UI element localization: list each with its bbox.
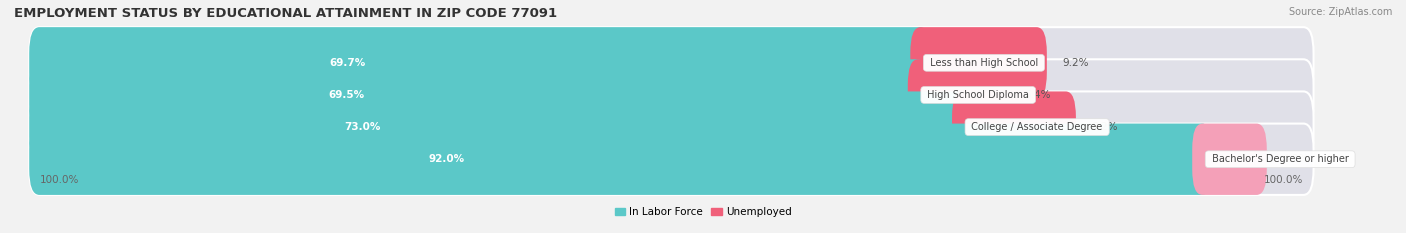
Text: 6.4%: 6.4%	[1024, 90, 1050, 100]
Text: 73.0%: 73.0%	[344, 122, 381, 132]
Text: 100.0%: 100.0%	[1264, 175, 1303, 185]
Text: EMPLOYMENT STATUS BY EDUCATIONAL ATTAINMENT IN ZIP CODE 77091: EMPLOYMENT STATUS BY EDUCATIONAL ATTAINM…	[14, 7, 557, 20]
FancyBboxPatch shape	[30, 91, 973, 163]
Text: 8.2%: 8.2%	[1091, 122, 1118, 132]
FancyBboxPatch shape	[1192, 123, 1267, 195]
FancyBboxPatch shape	[952, 91, 1076, 163]
Legend: In Labor Force, Unemployed: In Labor Force, Unemployed	[610, 203, 796, 221]
FancyBboxPatch shape	[30, 91, 1313, 163]
Text: Less than High School: Less than High School	[927, 58, 1040, 68]
FancyBboxPatch shape	[908, 59, 1010, 131]
FancyBboxPatch shape	[30, 59, 928, 131]
Text: 4.3%: 4.3%	[1282, 154, 1309, 164]
Text: 9.2%: 9.2%	[1062, 58, 1088, 68]
Text: College / Associate Degree: College / Associate Degree	[969, 122, 1107, 132]
FancyBboxPatch shape	[910, 27, 1047, 99]
FancyBboxPatch shape	[30, 27, 1313, 99]
Text: 92.0%: 92.0%	[429, 154, 464, 164]
Text: Source: ZipAtlas.com: Source: ZipAtlas.com	[1288, 7, 1392, 17]
FancyBboxPatch shape	[30, 123, 1212, 195]
Text: Bachelor's Degree or higher: Bachelor's Degree or higher	[1209, 154, 1351, 164]
Text: 69.7%: 69.7%	[329, 58, 366, 68]
Text: High School Diploma: High School Diploma	[924, 90, 1032, 100]
Text: 69.5%: 69.5%	[329, 90, 366, 100]
FancyBboxPatch shape	[30, 59, 1313, 131]
Text: 100.0%: 100.0%	[39, 175, 79, 185]
FancyBboxPatch shape	[30, 123, 1313, 195]
FancyBboxPatch shape	[30, 27, 931, 99]
